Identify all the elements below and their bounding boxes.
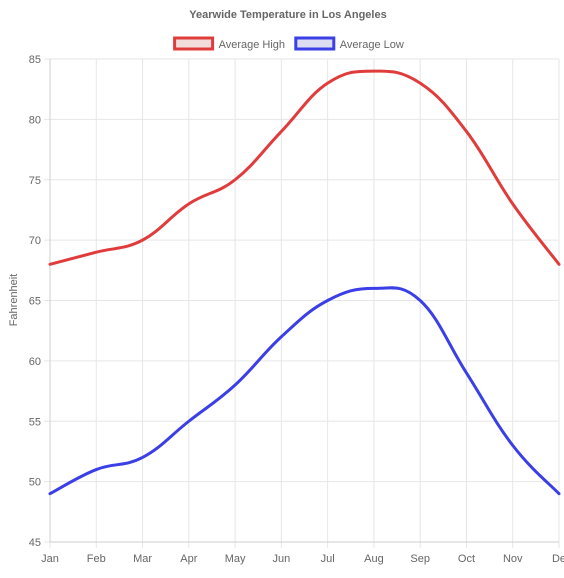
y-tick-label: 60 [29, 356, 41, 368]
legend-label[interactable]: Average Low [340, 39, 404, 51]
chart-title: Yearwide Temperature in Los Angeles [189, 9, 386, 21]
series-lines [48, 69, 561, 496]
x-tick-label: Sep [410, 553, 430, 565]
y-tick-label: 65 [29, 296, 41, 308]
y-tick-label: 45 [29, 537, 41, 549]
axes: 45 50 55 60 65 70 75 80 85 Jan Feb Mar Apr May Jun Jul A… [29, 54, 564, 565]
y-tick-label: 80 [29, 114, 41, 126]
x-tick-label: Oct [458, 553, 475, 565]
y-tick-label: 75 [29, 175, 41, 187]
series-line-average-high [48, 69, 561, 266]
legend-swatch[interactable] [294, 36, 336, 51]
x-tick-label: Nov [503, 553, 523, 565]
grid [44, 58, 560, 548]
y-tick-label: 70 [29, 235, 41, 247]
x-tick-label: Jan [41, 553, 59, 565]
legend-swatch[interactable] [173, 36, 215, 51]
y-axis-title: Fahrenheit [8, 274, 20, 327]
x-tick-label: Feb [87, 553, 106, 565]
x-tick-label: Jul [321, 553, 335, 565]
x-tick-label: Mar [133, 553, 152, 565]
legend: Average High Average Low [173, 36, 404, 51]
series-line-average-low [48, 286, 561, 496]
legend-label[interactable]: Average High [219, 39, 285, 51]
x-tick-label: Aug [364, 553, 384, 565]
x-tick-label: Apr [180, 553, 197, 565]
x-tick-label: De [552, 553, 564, 565]
y-tick-label: 55 [29, 416, 41, 428]
x-tick-label: Jun [272, 553, 290, 565]
y-tick-label: 85 [29, 54, 41, 66]
y-tick-label: 50 [29, 477, 41, 489]
x-tick-label: May [225, 553, 246, 565]
